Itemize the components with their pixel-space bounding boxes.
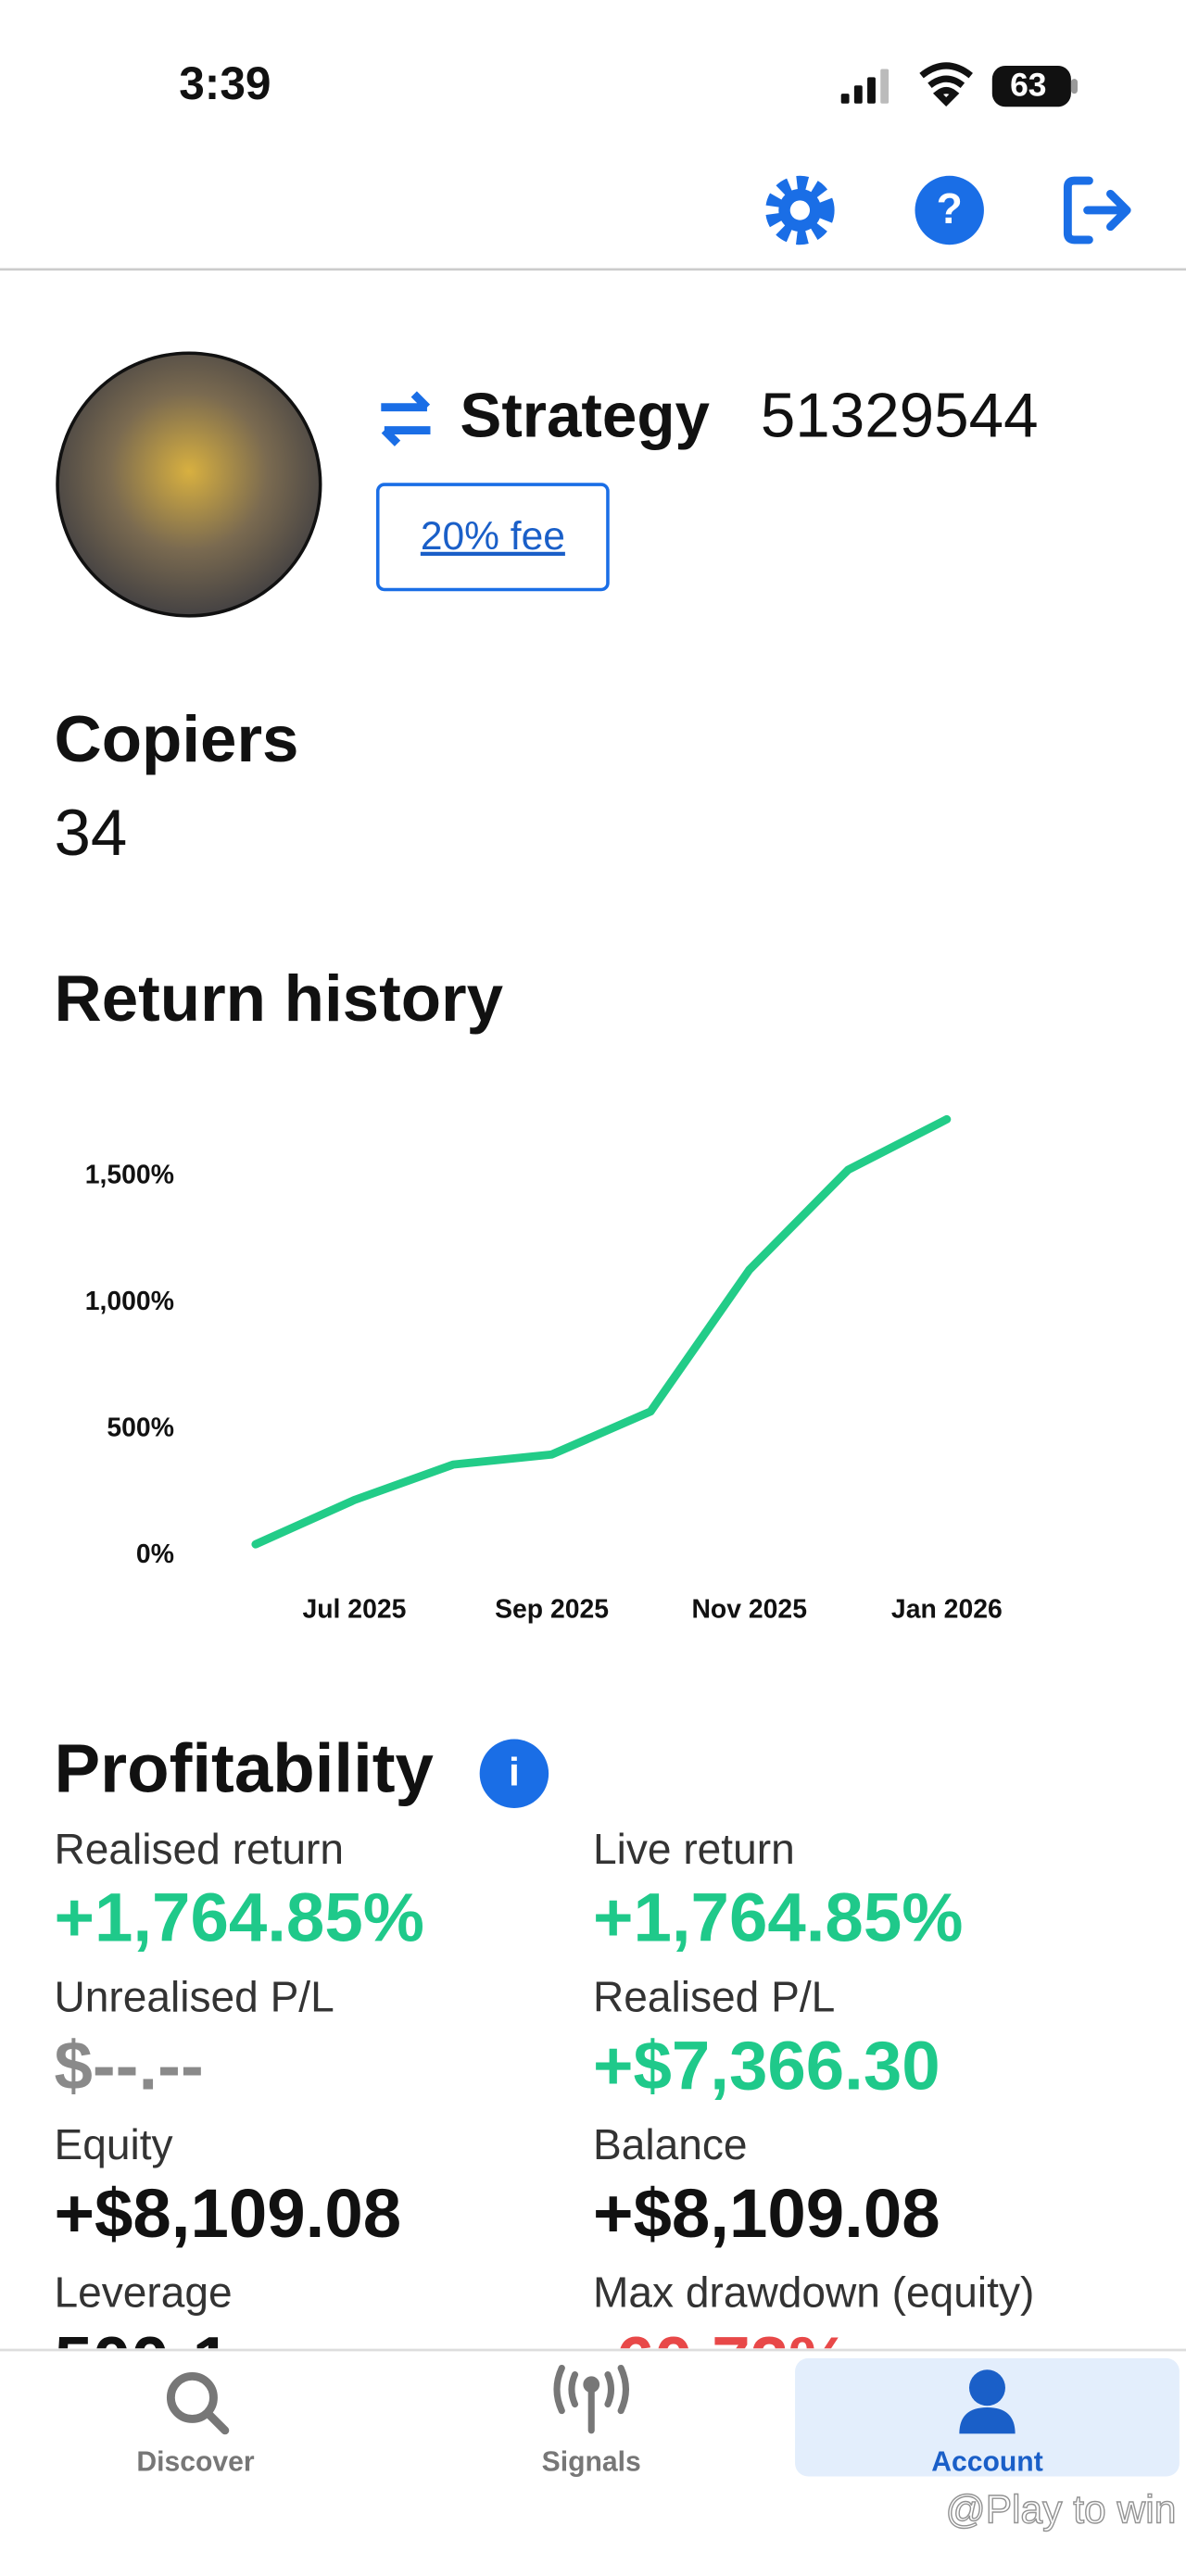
stat-value: +$8,109.08 [55, 2175, 402, 2252]
y-tick-label: 0% [136, 1539, 174, 1569]
fee-link[interactable]: 20% fee [421, 514, 565, 559]
strategy-id: 51329544 [761, 382, 1039, 451]
battery-cap [1070, 79, 1078, 94]
stat-value: +1,764.85% [55, 1879, 424, 1956]
signal-icon [840, 69, 890, 104]
stat-value: $--.-- [55, 2027, 204, 2104]
x-tick-label: Jan 2026 [891, 1595, 1003, 1625]
battery [991, 65, 1071, 107]
nav-label[interactable]: Signals [542, 2446, 641, 2477]
help-button[interactable]: ? [915, 175, 984, 245]
stat-label: Live return [593, 1825, 795, 1873]
settings-button[interactable] [765, 175, 835, 245]
avatar [56, 351, 322, 618]
y-tick-label: 1,500% [85, 1160, 174, 1189]
stat-label: Max drawdown (equity) [593, 2268, 1034, 2317]
section-title: Profitability [55, 1729, 434, 1806]
chart-title: Return history [55, 962, 504, 1036]
stat-label: Balance [593, 2120, 748, 2168]
nav-label[interactable]: Discover [136, 2446, 255, 2477]
battery-level: 63 [1010, 66, 1046, 103]
status-time: 3:39 [179, 57, 271, 109]
stat-value: +1,764.85% [593, 1879, 963, 1956]
search-icon [166, 2371, 230, 2435]
copy-icon [381, 391, 431, 446]
stat-label: Unrealised P/L [55, 1973, 334, 2021]
y-tick-label: 500% [107, 1413, 174, 1442]
y-tick-label: 1,000% [85, 1287, 174, 1316]
stat-label: Realised return [55, 1825, 344, 1873]
return-line [251, 1114, 952, 1549]
copiers-value: 34 [55, 797, 128, 870]
stat-label: Equity [55, 2120, 173, 2168]
stat-value: +$8,109.08 [593, 2175, 940, 2252]
svg-text:i: i [509, 1751, 520, 1795]
info-button[interactable]: i [479, 1739, 549, 1808]
fee-badge[interactable] [375, 483, 610, 592]
stats: Realised return +1,764.85% Live return +1,7… [55, 1825, 1035, 2399]
strategy-title: Strategy [460, 382, 710, 451]
signals-icon [553, 2364, 629, 2434]
bottom-nav: Discover Signals Account [0, 2348, 1186, 2576]
copiers-label: Copiers [55, 703, 299, 776]
x-tick-label: Jul 2025 [302, 1595, 406, 1625]
logout-button[interactable] [1063, 176, 1131, 245]
watermark: @Play to win [946, 2488, 1177, 2532]
stat-label: Realised P/L [593, 1973, 835, 2021]
stat-label: Leverage [55, 2268, 233, 2317]
chart: 0% 500% 1,000% 1,500% Jul 2025 Sep 2025 Nov 20… [85, 1114, 1003, 1625]
stat-value: +$7,366.30 [593, 2027, 940, 2104]
x-tick-label: Sep 2025 [495, 1595, 609, 1625]
x-tick-label: Nov 2025 [691, 1595, 807, 1625]
account-icon [959, 2369, 1016, 2434]
nav-label[interactable]: Account [931, 2446, 1043, 2477]
svg-text:?: ? [937, 184, 963, 232]
wifi-icon [919, 62, 973, 107]
